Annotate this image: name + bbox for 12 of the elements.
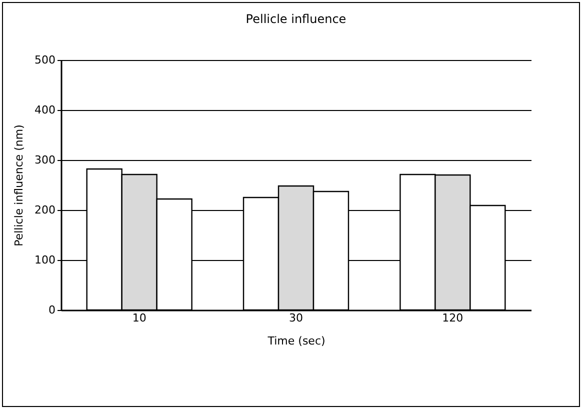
- y-tick-label: 400: [34, 104, 56, 116]
- chart-title: Pellicle influence: [246, 12, 346, 26]
- y-tick-label: 0: [48, 304, 56, 316]
- y-tick-label: 500: [34, 54, 56, 66]
- y-axis-title: Pellicle influence (nm): [12, 124, 26, 246]
- y-tick-label: 100: [34, 254, 56, 266]
- x-tick-label: 10: [132, 312, 146, 324]
- x-tick-label: 30: [289, 312, 303, 324]
- y-tick-label: 200: [34, 204, 56, 216]
- y-tick-label: 300: [34, 154, 56, 166]
- x-axis-title: Time (sec): [266, 334, 326, 348]
- x-tick-label: 120: [442, 312, 464, 324]
